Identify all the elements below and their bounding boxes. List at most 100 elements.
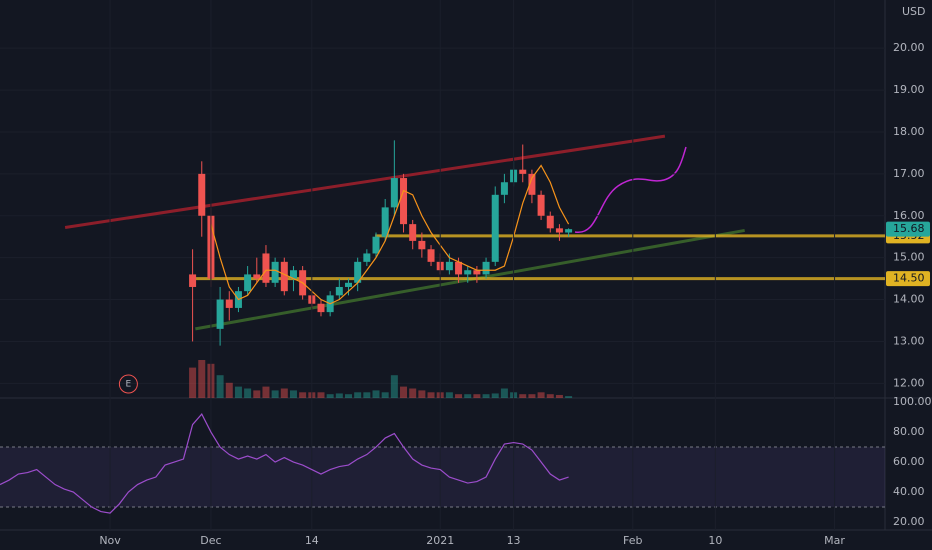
candle-body [445, 261, 453, 271]
candle-body [225, 299, 233, 308]
x-tick-label: 14 [305, 534, 319, 547]
rsi-line [0, 412, 569, 514]
volume-bar [354, 392, 362, 398]
candle-body [271, 261, 279, 283]
x-tick-label: Dec [200, 534, 221, 547]
price-tag [886, 221, 930, 237]
volume-bar [244, 388, 252, 398]
volume-bar [500, 388, 508, 398]
volume-bar [317, 392, 325, 398]
volume-bar [326, 394, 334, 398]
volume-bar [381, 392, 389, 398]
x-tick-label: 13 [507, 534, 521, 547]
volume-bar [189, 367, 197, 398]
candle-body [372, 236, 380, 254]
candle-body [427, 249, 435, 262]
y-tick-label: 80.00 [893, 425, 925, 438]
price-tag [886, 271, 930, 287]
candle-body [482, 261, 490, 275]
candle-body [390, 178, 398, 208]
volume-bar [262, 386, 270, 398]
volume-bar [473, 394, 481, 398]
candle-body [500, 182, 508, 195]
candle-body [400, 178, 408, 225]
y-tick-label: 20.00 [893, 515, 925, 528]
volume-bar [234, 386, 242, 398]
y-tick-label: 16.00 [893, 209, 925, 222]
y-tick-label: 20.00 [893, 41, 925, 54]
candle-body [409, 224, 417, 241]
candle-body [381, 207, 389, 237]
x-tick-label: 10 [708, 534, 722, 547]
price-tag-label: 14.50 [893, 272, 925, 285]
y-tick-label: 18.00 [893, 125, 925, 138]
candle-body [189, 274, 197, 287]
candle-body [253, 274, 261, 279]
candle-body [335, 286, 343, 296]
volume-bar [216, 375, 224, 398]
candle-body [244, 274, 252, 292]
x-tick-label: 2021 [426, 534, 454, 547]
volume-bar [464, 394, 472, 398]
candle-body [546, 215, 554, 229]
candle-body [464, 270, 472, 275]
candle-body [262, 253, 270, 283]
volume-bar [198, 360, 206, 398]
candle-body [537, 194, 545, 216]
volume-bar [445, 392, 453, 398]
volume-bar [280, 388, 288, 398]
y-tick-label: 15.00 [893, 251, 925, 264]
rsi-band [0, 447, 885, 508]
volume-bar [546, 394, 554, 398]
x-tick-label: Mar [824, 534, 845, 547]
y-tick-label: 60.00 [893, 455, 925, 468]
candle-body [363, 253, 371, 262]
volume-bar [390, 375, 398, 398]
volume-bar [335, 393, 343, 398]
y-tick-label: 17.00 [893, 167, 925, 180]
volume-bar [299, 392, 307, 398]
y-tick-label: 14.00 [893, 293, 925, 306]
y-tick-label: 40.00 [893, 485, 925, 498]
volume-bar [400, 386, 408, 398]
forecast-drawing [574, 146, 687, 233]
y-tick-label: 12.00 [893, 376, 925, 389]
volume-bar [427, 392, 435, 398]
volume-bar [455, 394, 463, 398]
volume-bar [418, 390, 426, 398]
candle-body [216, 299, 224, 329]
candle-body [280, 261, 288, 292]
volume-bar [253, 390, 261, 398]
event-label: E [126, 380, 132, 390]
volume-bar [491, 393, 499, 398]
candle-body [565, 229, 573, 233]
volume-bar [372, 390, 380, 398]
candle-body [317, 303, 325, 313]
volume-bar [519, 394, 527, 398]
candle-body [491, 194, 499, 262]
volume-bar [565, 396, 573, 398]
y-tick-label: 19.00 [893, 83, 925, 96]
trend-line [64, 134, 666, 229]
volume-bar [482, 394, 490, 398]
volume-bar [225, 382, 233, 398]
candle-body [519, 169, 527, 174]
volume-bar [555, 394, 563, 398]
volume-bar [528, 394, 536, 398]
candle-body [528, 173, 536, 195]
candle-body [555, 228, 563, 233]
event-marker [118, 374, 138, 394]
candle-body [289, 270, 297, 279]
volume-bar [409, 388, 417, 398]
currency: USD [902, 5, 926, 18]
volume-bar [363, 392, 371, 398]
x-tick-label: Nov [99, 534, 121, 547]
volume-bar [289, 390, 297, 398]
volume-bar [271, 390, 279, 398]
candle-body [473, 270, 481, 275]
candle-body [418, 240, 426, 250]
candle-body [354, 261, 362, 283]
candle-body [198, 173, 206, 216]
